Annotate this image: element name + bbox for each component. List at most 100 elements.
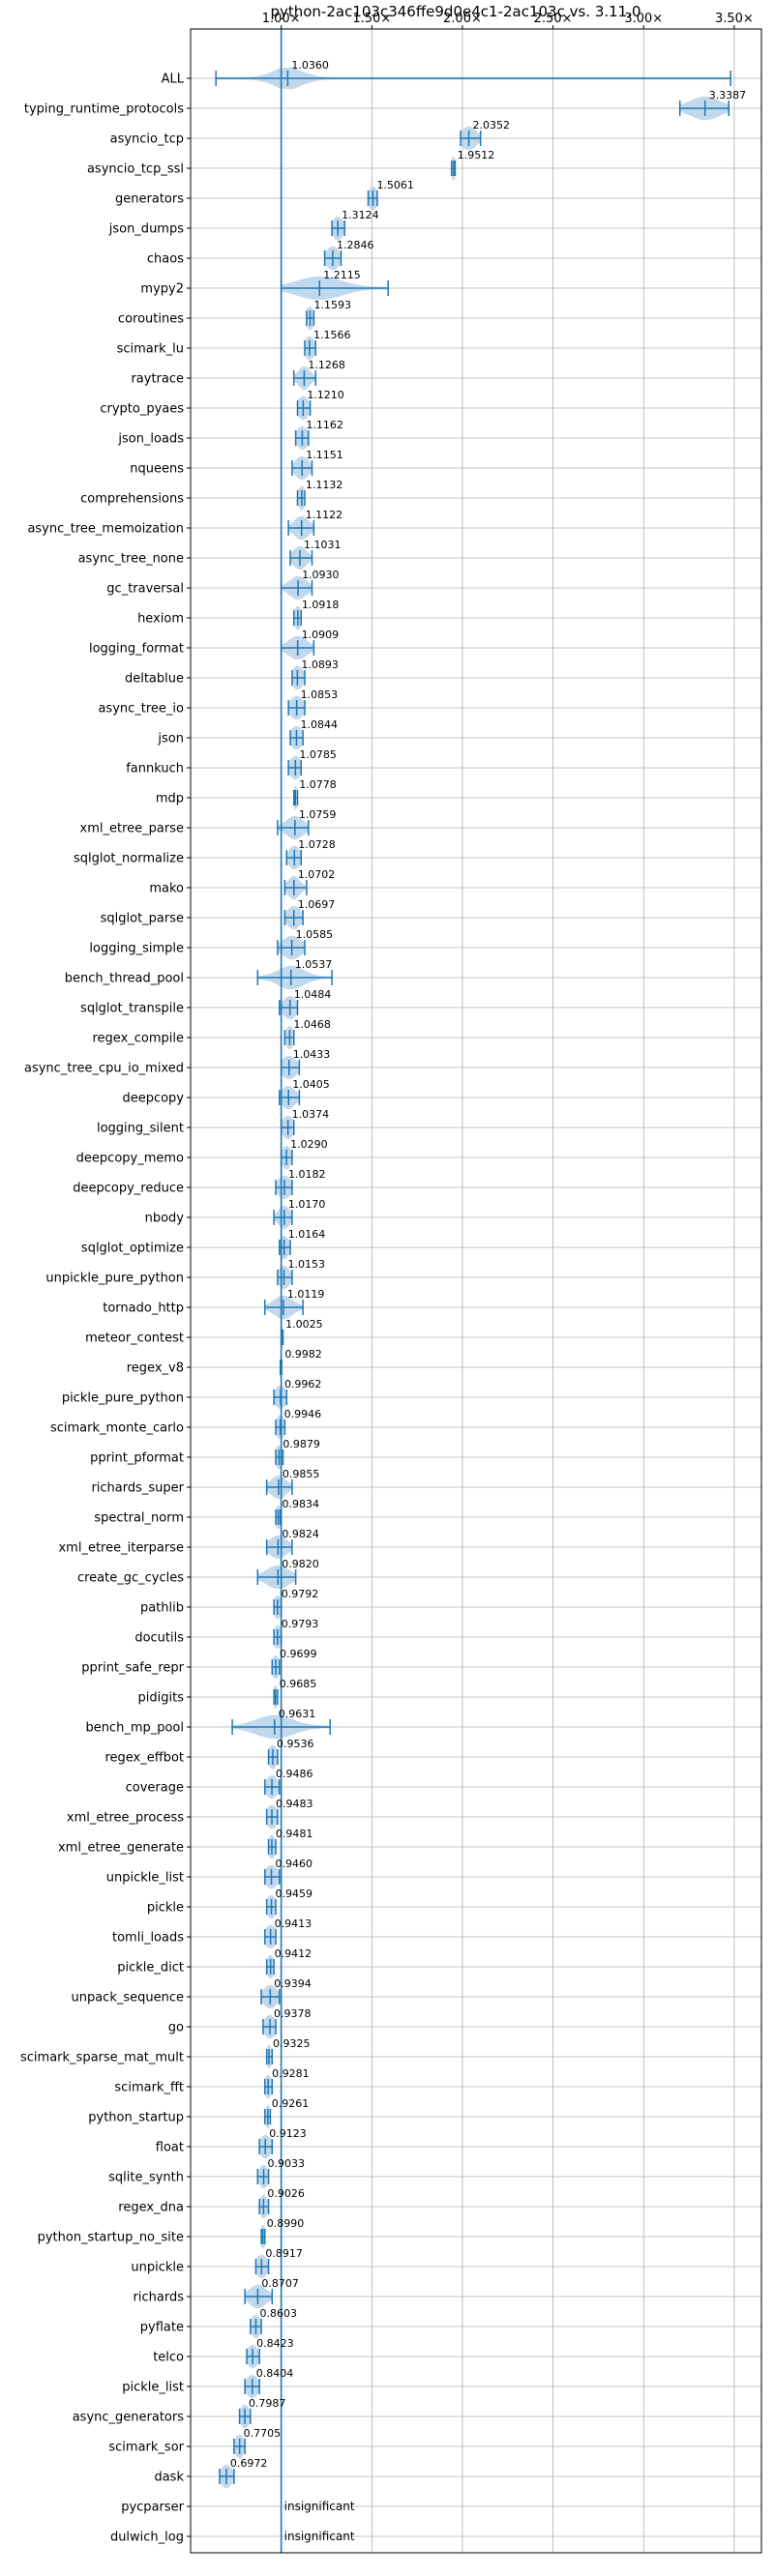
y-tick-label: create_gc_cycles — [77, 1571, 184, 1586]
value-label: 1.0290 — [290, 1138, 328, 1151]
value-label: 0.9824 — [282, 1528, 319, 1540]
value-label: 0.9394 — [274, 1977, 312, 1990]
value-label-layer: 1.0360 3.3387 2.0352 1.9512 1.5061 1.3124 1.28… — [230, 59, 746, 2543]
value-label: 1.0759 — [299, 808, 337, 821]
y-tick-label: pathlib — [140, 1601, 184, 1616]
value-label: 0.8917 — [265, 2247, 303, 2260]
value-label: 0.9793 — [282, 1618, 319, 1630]
value-label: 1.0119 — [287, 1288, 325, 1301]
y-tick-label: sqlglot_transpile — [80, 1002, 184, 1016]
x-tick-label: 1.50× — [352, 12, 391, 26]
y-tick-label: async_tree_cpu_io_mixed — [24, 1062, 184, 1076]
value-label: 1.0585 — [296, 928, 334, 941]
y-tick-label: tomli_loads — [112, 1931, 184, 1946]
y-tick-label: asyncio_tcp_ssl — [87, 162, 184, 177]
y-tick-label: dulwich_log — [110, 2531, 184, 2545]
value-label: 1.0182 — [288, 1168, 326, 1181]
value-label: 1.5061 — [376, 179, 414, 191]
violin-layer — [215, 67, 731, 2489]
value-label: 1.0844 — [300, 718, 338, 731]
value-label: 1.0702 — [298, 868, 336, 881]
value-label: 1.0728 — [298, 838, 336, 851]
value-label: 0.9460 — [276, 1858, 313, 1870]
y-tick-label: async_tree_memoization — [27, 522, 184, 537]
y-tick-label: pickle_list — [122, 2381, 184, 2395]
value-label: 0.6972 — [230, 2457, 267, 2470]
value-label: 0.8707 — [261, 2277, 299, 2290]
value-label: 0.9834 — [283, 1498, 320, 1510]
y-tick-label: raytrace — [131, 372, 184, 387]
y-tick-label: mdp — [156, 792, 184, 806]
y-tick-label: scimark_monte_carlo — [50, 1421, 184, 1436]
y-tick-label: unpickle_list — [106, 1871, 184, 1886]
value-label: 1.0537 — [295, 958, 333, 971]
y-tick-label: telco — [153, 2351, 184, 2365]
value-label: 1.0170 — [288, 1198, 326, 1211]
value-label: 1.0785 — [299, 748, 337, 761]
value-label: 2.0352 — [473, 119, 511, 132]
value-label: 1.0025 — [285, 1318, 323, 1331]
value-label: 0.8603 — [259, 2307, 297, 2320]
value-label: 1.0918 — [302, 599, 340, 611]
value-label: 1.0405 — [292, 1078, 330, 1091]
y-tick-label: xml_etree_process — [67, 1811, 184, 1826]
y-tick-label: mypy2 — [140, 282, 184, 297]
x-axis-ticks: 1.00× 1.50× 2.00× 2.50× 3.00× 3.50× — [262, 12, 754, 29]
value-label: 0.9261 — [272, 2097, 310, 2110]
y-tick-label: pickle — [147, 1901, 184, 1916]
value-label: 1.0433 — [293, 1048, 331, 1061]
value-label: 0.9855 — [283, 1468, 320, 1480]
y-tick-label: nbody — [145, 1212, 185, 1226]
y-tick-label: tornado_http — [103, 1302, 184, 1316]
x-tick-label: 3.50× — [715, 12, 754, 26]
y-tick-label: fannkuch — [126, 762, 184, 776]
value-label: 1.0468 — [293, 1018, 331, 1031]
y-tick-label: richards — [134, 2291, 185, 2305]
value-label: 0.9536 — [277, 1738, 314, 1750]
value-label: 0.7705 — [244, 2427, 282, 2440]
y-tick-label: meteor_contest — [85, 1332, 184, 1346]
y-tick-label: float — [156, 2141, 184, 2155]
y-tick-label: logging_format — [89, 642, 184, 657]
y-tick-label: spectral_norm — [94, 1511, 184, 1526]
y-tick-label: hexiom — [137, 612, 184, 627]
value-label: 1.0909 — [302, 629, 340, 641]
value-label: 0.9483 — [276, 1798, 313, 1810]
y-tick-label: richards_super — [91, 1481, 184, 1496]
value-label: 0.9033 — [268, 2157, 306, 2170]
x-tick-label: 3.00× — [624, 12, 663, 26]
value-label: 1.2846 — [337, 239, 374, 251]
value-label: 0.9281 — [272, 2067, 310, 2080]
value-label: 1.0484 — [294, 988, 332, 1001]
y-tick-label: scimark_lu — [117, 342, 184, 357]
y-tick-label: deepcopy — [122, 1092, 184, 1106]
y-tick-label: xml_etree_iterparse — [58, 1541, 184, 1556]
y-tick-label: unpickle — [131, 2261, 184, 2275]
value-label: 0.9325 — [273, 2037, 311, 2050]
value-label: 0.9792 — [282, 1588, 319, 1600]
y-tick-label: unpack_sequence — [71, 1991, 184, 2005]
y-tick-label: json_dumps — [108, 222, 184, 237]
x-tick-label: 2.50× — [534, 12, 573, 26]
value-label: 0.9413 — [275, 1917, 313, 1930]
y-tick-label: typing_runtime_protocols — [24, 102, 184, 117]
y-tick-label: logging_simple — [89, 942, 184, 956]
y-tick-label: asyncio_tcp — [110, 132, 184, 147]
y-tick-label: ALL — [162, 73, 185, 87]
y-tick-label: sqlglot_normalize — [74, 852, 184, 866]
value-label: 1.1210 — [307, 389, 344, 401]
y-tick-label: pycparser — [121, 2501, 184, 2515]
y-tick-label: deepcopy_memo — [76, 1152, 184, 1166]
y-tick-label: async_tree_none — [78, 552, 184, 567]
value-label: 0.9685 — [280, 1678, 317, 1690]
value-label: 0.9378 — [274, 2007, 312, 2020]
y-tick-label: bench_mp_pool — [85, 1721, 184, 1736]
value-label: 0.9412 — [275, 1947, 313, 1960]
y-tick-label: docutils — [134, 1631, 184, 1646]
value-label: 1.1132 — [306, 479, 343, 491]
y-tick-label: deltablue — [125, 672, 184, 687]
plot-frame — [190, 28, 762, 2554]
insignificant-label: insignificant — [284, 2500, 355, 2513]
